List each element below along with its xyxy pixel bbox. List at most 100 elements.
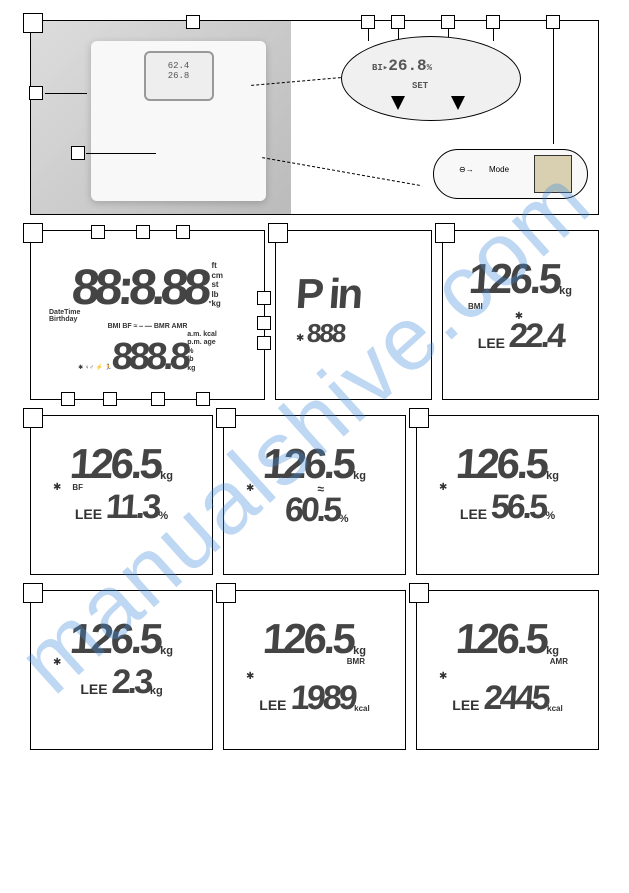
full-units-top: ft cm st lb kg: [211, 261, 223, 309]
pin-line1: P in: [295, 276, 362, 312]
lcd-row-3: 126.5kg ✱ LEE2.3kg 126.5kg BMR ✱ LEE1989…: [30, 590, 599, 750]
bmi-prefix: LEE: [478, 335, 505, 351]
bt-icon5: ✱: [439, 482, 447, 493]
co8: [103, 392, 117, 406]
callout-top1: [186, 15, 200, 29]
bt-icon3: ✱: [53, 482, 61, 493]
bone-value: 2.3: [111, 668, 151, 697]
co6: [257, 336, 271, 350]
full-midlabel2: BMI BF ≈ ⎯ ⎯⎯ BMR AMR: [108, 323, 188, 331]
co3: [176, 225, 190, 239]
scale-lcd: 62.4 26.8: [144, 51, 214, 101]
bf-suffix: %: [158, 510, 168, 522]
full-top-digits: 88:8.88: [71, 266, 209, 309]
amr-weight: 126.5: [455, 621, 548, 657]
callout-i: [216, 583, 236, 603]
bt-icon4: ✱: [246, 483, 254, 494]
line-d4: [493, 29, 494, 41]
lcd-bmr: 126.5kg BMR ✱ LEE1989kcal: [223, 590, 406, 750]
mode-label: Mode: [489, 165, 509, 174]
amr-value: 2445: [482, 684, 548, 713]
full-icons: ✱ ♀♂ ⚡ 🏃: [78, 364, 112, 371]
bt-icon7: ✱: [246, 671, 254, 682]
bmi-label: BMI: [453, 302, 588, 311]
full-units-bottom: a.m. kcal p.m. age % lb kg: [187, 331, 217, 373]
mode-icon: ⊖→: [459, 165, 474, 174]
bf-prefix: LEE: [75, 506, 102, 522]
page-container: 62.4 26.8 BI▸26.8% SET: [0, 0, 629, 785]
callout-j: [409, 583, 429, 603]
arrow2: [451, 96, 465, 110]
co2: [136, 225, 150, 239]
muscle-value: 56.5: [490, 493, 546, 522]
full-bottom-digits: 888.8: [111, 341, 188, 373]
lcd-bf: 126.5kg ✱BF LEE11.3%: [30, 415, 213, 575]
line-d1: [368, 29, 369, 41]
bone-unit: kg: [160, 645, 173, 657]
water-unit: kg: [353, 470, 366, 482]
co7: [61, 392, 75, 406]
lcd-pin: P in ✱ 888: [275, 230, 432, 400]
bmi-unit: kg: [559, 285, 572, 297]
callout-d4: [486, 15, 500, 29]
bmr-weight: 126.5: [262, 621, 355, 657]
amr-suffix: kcal: [547, 704, 563, 713]
line-d5: [553, 29, 554, 144]
callout-line2: [86, 153, 156, 154]
callout-left1: [29, 86, 43, 100]
lcd-muscle: 126.5kg ✱ LEE56.5%: [416, 415, 599, 575]
amr-label: AMR: [550, 657, 568, 666]
callout-d3: [441, 15, 455, 29]
muscle-prefix: LEE: [460, 506, 487, 522]
callout-a: [23, 13, 43, 33]
battery-box: [534, 155, 572, 193]
bone-prefix: LEE: [80, 681, 107, 697]
amr-prefix: LEE: [452, 697, 479, 713]
detail-region: BI▸26.8% SET ⊖→ Mode: [291, 21, 598, 214]
callout-left2: [71, 146, 85, 160]
pin-line2: 888: [307, 322, 346, 344]
arrow1: [391, 96, 405, 110]
water-value: 60.5: [284, 496, 340, 525]
bmr-suffix: kcal: [354, 704, 370, 713]
scale-lcd-line2: 26.8: [146, 71, 212, 81]
scale-body: 62.4 26.8: [91, 41, 266, 201]
callout-f: [216, 408, 236, 428]
lcd-amr: 126.5kg AMR ✱ LEE2445kcal: [416, 590, 599, 750]
lcd-bone: 126.5kg ✱ LEE2.3kg: [30, 590, 213, 750]
bt-icon8: ✱: [439, 671, 447, 682]
lcd-water: 126.5kg ✱≈ 60.5%: [223, 415, 406, 575]
bmi-weight: 126.5: [468, 261, 561, 297]
bf-unit: kg: [160, 470, 173, 482]
co4: [257, 291, 271, 305]
co9: [151, 392, 165, 406]
callout-d2: [391, 15, 405, 29]
callout-d: [435, 223, 455, 243]
scale-lcd-line1: 62.4: [146, 61, 212, 71]
callout-c: [268, 223, 288, 243]
bt-icon: ✱: [296, 333, 304, 344]
lcd-full-segments: 88:8.88 ″ ft cm st lb kg DateTime Birthd…: [30, 230, 265, 400]
display-detail-oval: BI▸26.8% SET: [341, 36, 521, 121]
muscle-unit: kg: [546, 470, 559, 482]
callout-d5: [546, 15, 560, 29]
top-overview-panel: 62.4 26.8 BI▸26.8% SET: [30, 20, 599, 215]
battery-compartment: ⊖→ Mode: [433, 149, 588, 199]
water-weight: 126.5: [262, 446, 355, 482]
muscle-weight: 126.5: [455, 446, 548, 482]
oval-text: BI▸26.8% SET: [372, 57, 432, 93]
lcd-row-2: 126.5kg ✱BF LEE11.3% 126.5kg ✱≈ 60.5% 12…: [30, 415, 599, 575]
water-suffix: %: [339, 513, 349, 525]
co10: [196, 392, 210, 406]
co5: [257, 316, 271, 330]
bf-weight: 126.5: [69, 446, 162, 482]
co1: [91, 225, 105, 239]
product-photo: 62.4 26.8: [31, 21, 291, 214]
bone-suffix: kg: [150, 685, 163, 697]
bone-weight: 126.5: [69, 621, 162, 657]
lcd-bmi: 126.5 kg BMI ✱ LEE 22.4: [442, 230, 599, 400]
lcd-row-1: 88:8.88 ″ ft cm st lb kg DateTime Birthd…: [30, 230, 599, 400]
callout-b: [23, 223, 43, 243]
amr-unit: kg: [546, 645, 559, 657]
muscle-suffix: %: [545, 510, 555, 522]
